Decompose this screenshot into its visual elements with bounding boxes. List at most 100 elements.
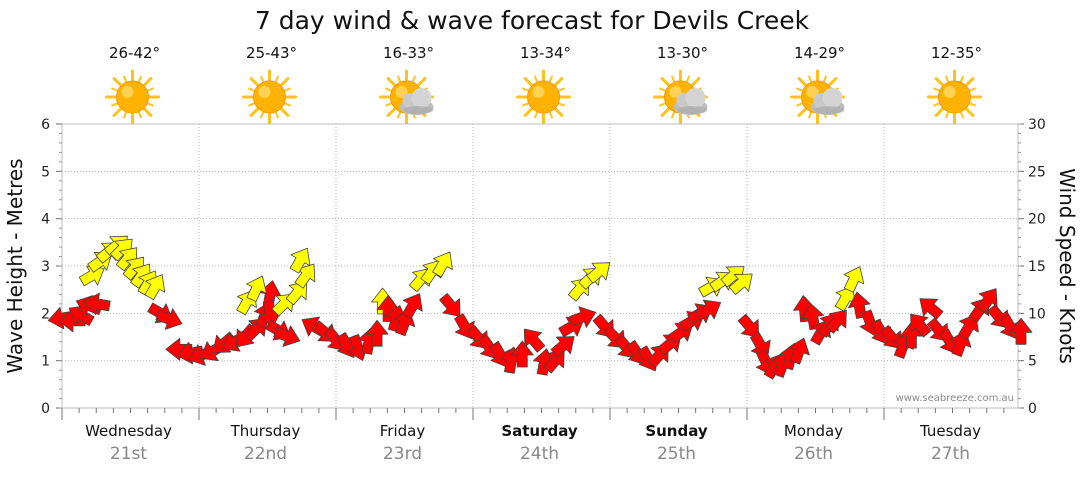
wind-arrow-strong: [365, 319, 389, 347]
sun-ray: [143, 107, 153, 117]
wind-arrow-light: [144, 274, 166, 301]
left-axis-ticks: 0 1 2 3 4 5 6: [41, 117, 62, 417]
wind-arrow-strong: [910, 313, 932, 338]
wind-arrow-light: [78, 265, 105, 287]
sun-highlight: [395, 86, 408, 98]
sun-ray: [138, 75, 142, 83]
sun-ray: [284, 102, 291, 107]
sun-ray: [385, 102, 392, 107]
sun-ray: [260, 75, 264, 83]
left-tick-label: 3: [41, 259, 50, 275]
sun-ray: [280, 107, 290, 117]
wind-arrow-strong: [489, 341, 511, 368]
sun-rays: [927, 69, 982, 125]
cloud-shape: [399, 88, 434, 115]
wind-arrow-strong: [737, 313, 760, 338]
sun-ray: [965, 77, 975, 87]
cloud-shadow: [814, 106, 845, 114]
sun-ray: [549, 75, 553, 83]
sun-ray: [111, 87, 118, 92]
left-tick-label: 4: [41, 212, 50, 228]
sun-ray: [659, 87, 666, 92]
wind-arrow-light: [115, 247, 138, 272]
day-date: 21st: [110, 444, 147, 464]
sun-ray: [945, 111, 949, 119]
sun-ray: [249, 77, 259, 87]
sun-highlight: [258, 86, 271, 98]
weather-row: 26-42° 25-43° 16-33° 13-34° 13-30° 14-29° 12-3…: [105, 44, 982, 125]
sun-ray: [249, 107, 259, 117]
right-tick-label: 0: [1028, 401, 1037, 417]
partly-cloudy-icon: [653, 69, 708, 125]
wind-arrows: [47, 235, 1033, 380]
day-date: 23rd: [383, 444, 422, 464]
sun-ray: [522, 87, 529, 92]
sun-ray: [386, 77, 396, 87]
partly-cloudy-icon: [790, 69, 845, 125]
sun-ray: [275, 111, 279, 119]
sun-ray: [260, 111, 264, 119]
day-temperature: 16-33°: [383, 44, 434, 62]
right-axis-ticks: 0 5 10 15 20 25 30: [1018, 117, 1046, 417]
wind-arrow-strong: [958, 314, 979, 340]
sun-icon: [927, 69, 982, 125]
wind-arrow-light: [285, 281, 307, 306]
sun-ray: [960, 111, 964, 119]
day-name: Sunday: [645, 422, 708, 440]
day-labels: Wednesday 21st Thursday 22nd Friday 23rd Satur…: [85, 422, 981, 464]
sun-ray: [386, 107, 396, 117]
right-tick-label: 10: [1028, 306, 1046, 322]
sun-ray: [558, 87, 565, 92]
wind-arrow-light: [289, 247, 311, 274]
sun-ray: [147, 102, 154, 107]
sun-ray: [969, 87, 976, 92]
cloud-shape: [810, 88, 845, 115]
watermark: www.seabreeze.com.au: [896, 393, 1014, 404]
left-axis-title: Wave Height - Metres: [3, 158, 27, 373]
day-temperature: 26-42°: [109, 44, 160, 62]
sun-ray: [659, 102, 666, 107]
sun-ray: [660, 107, 670, 117]
sun-ray: [671, 111, 675, 119]
right-tick-label: 30: [1028, 117, 1046, 133]
day-name: Wednesday: [85, 422, 172, 440]
wind-arrow-light: [728, 273, 753, 295]
sun-ray: [686, 75, 690, 83]
sun-disc: [938, 80, 971, 114]
sun-ray: [143, 77, 153, 87]
sun-ray: [933, 102, 940, 107]
sun-ray: [417, 77, 427, 87]
wind-arrow-light: [109, 238, 133, 262]
wind-arrow-strong: [401, 293, 423, 320]
sun-ray: [111, 102, 118, 107]
sun-ray: [534, 111, 538, 119]
day-date: 26th: [794, 444, 833, 464]
wind-arrow-strong: [510, 340, 534, 368]
cloud-shadow: [403, 106, 434, 114]
sun-ray: [828, 77, 838, 87]
day-temperature: 12-35°: [931, 44, 982, 62]
sun-ray: [284, 87, 291, 92]
sun-ray: [796, 102, 803, 107]
day-name: Monday: [784, 422, 843, 440]
wind-arrow-strong: [788, 337, 810, 365]
sun-ray: [412, 75, 416, 83]
cloud-part: [685, 88, 706, 108]
wind-arrow-strong: [273, 325, 301, 347]
wind-arrow-strong: [439, 292, 461, 317]
wind-arrow-strong: [1009, 317, 1033, 345]
wind-arrow-strong: [523, 328, 546, 353]
sun-ray: [797, 107, 807, 117]
sun-icon: [105, 69, 160, 125]
wind-arrow-strong: [976, 288, 998, 314]
sun-ray: [523, 107, 533, 117]
sun-ray: [523, 77, 533, 87]
left-tick-label: 5: [41, 164, 50, 180]
day-date: 24th: [520, 444, 559, 464]
sun-ray: [280, 77, 290, 87]
sun-highlight: [532, 86, 545, 98]
sun-ray: [385, 87, 392, 92]
sun-highlight: [669, 86, 682, 98]
plot-area: 0 1 2 3 4 5 6 0 5 10 15 20 25 30 www.seabreeze.com.a…: [41, 117, 1046, 420]
